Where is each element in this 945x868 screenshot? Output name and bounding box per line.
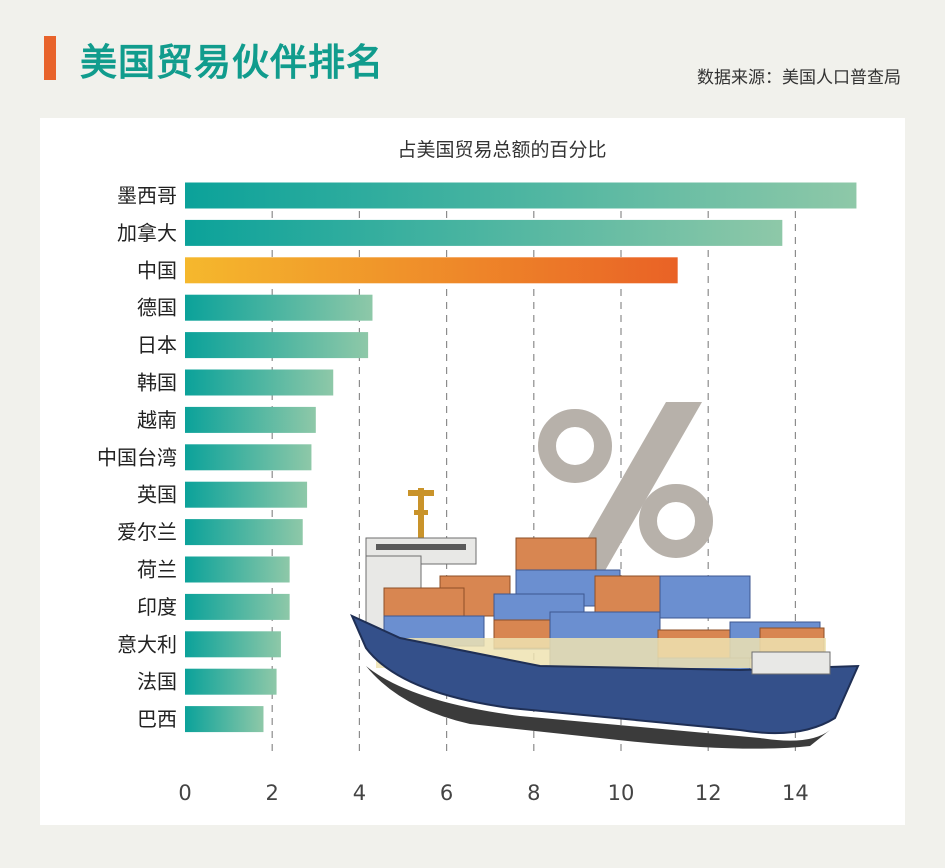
category-label-2: 中国 bbox=[137, 258, 177, 282]
page-title: 美国贸易伙伴排名 bbox=[80, 41, 384, 84]
bar-5 bbox=[185, 369, 334, 396]
category-label-4: 日本 bbox=[137, 333, 177, 357]
x-tick-8: 8 bbox=[527, 781, 540, 805]
bar-8 bbox=[185, 481, 308, 508]
x-tick-10: 10 bbox=[608, 781, 635, 805]
bars bbox=[185, 182, 857, 733]
container-ship-illustration bbox=[350, 488, 860, 749]
category-label-1: 加拿大 bbox=[117, 221, 177, 245]
bar-12 bbox=[185, 631, 281, 658]
category-label-13: 法国 bbox=[137, 670, 177, 694]
data-source: 数据来源：美国人口普查局 bbox=[697, 68, 901, 88]
x-tick-0: 0 bbox=[178, 781, 191, 805]
category-label-11: 印度 bbox=[137, 595, 177, 619]
bar-9 bbox=[185, 519, 303, 546]
category-label-9: 爱尔兰 bbox=[117, 520, 177, 544]
category-label-6: 越南 bbox=[137, 408, 177, 432]
x-tick-4: 4 bbox=[353, 781, 366, 805]
bar-7 bbox=[185, 444, 312, 471]
bar-2 bbox=[185, 257, 678, 284]
bar-chart: 占美国贸易总额的百分比 bbox=[97, 139, 860, 805]
category-label-0: 墨西哥 bbox=[117, 184, 177, 208]
x-tick-14: 14 bbox=[782, 781, 809, 805]
category-label-14: 巴西 bbox=[137, 707, 177, 731]
bar-13 bbox=[185, 668, 277, 695]
x-tick-12: 12 bbox=[695, 781, 722, 805]
x-tick-2: 2 bbox=[266, 781, 279, 805]
chart-title: 占美国贸易总额的百分比 bbox=[397, 139, 606, 161]
bar-6 bbox=[185, 406, 316, 433]
category-label-7: 中国台湾 bbox=[97, 445, 177, 469]
x-tick-6: 6 bbox=[440, 781, 453, 805]
chart-card: 占美国贸易总额的百分比 bbox=[40, 118, 905, 825]
category-label-10: 荷兰 bbox=[137, 558, 177, 582]
category-label-3: 德国 bbox=[137, 296, 177, 320]
category-label-12: 意大利 bbox=[117, 632, 177, 656]
bar-1 bbox=[185, 219, 783, 246]
x-axis-tick-labels: 0 2 4 6 8 10 12 14 bbox=[178, 781, 808, 805]
bar-3 bbox=[185, 294, 373, 321]
category-label-5: 韩国 bbox=[137, 371, 177, 395]
bar-4 bbox=[185, 332, 369, 359]
gridlines bbox=[271, 198, 797, 753]
bar-10 bbox=[185, 556, 290, 583]
bar-0 bbox=[185, 182, 857, 209]
bar-11 bbox=[185, 593, 290, 620]
bar-14 bbox=[185, 706, 264, 733]
title-accent-bar bbox=[44, 36, 56, 80]
category-label-8: 英国 bbox=[137, 483, 177, 507]
